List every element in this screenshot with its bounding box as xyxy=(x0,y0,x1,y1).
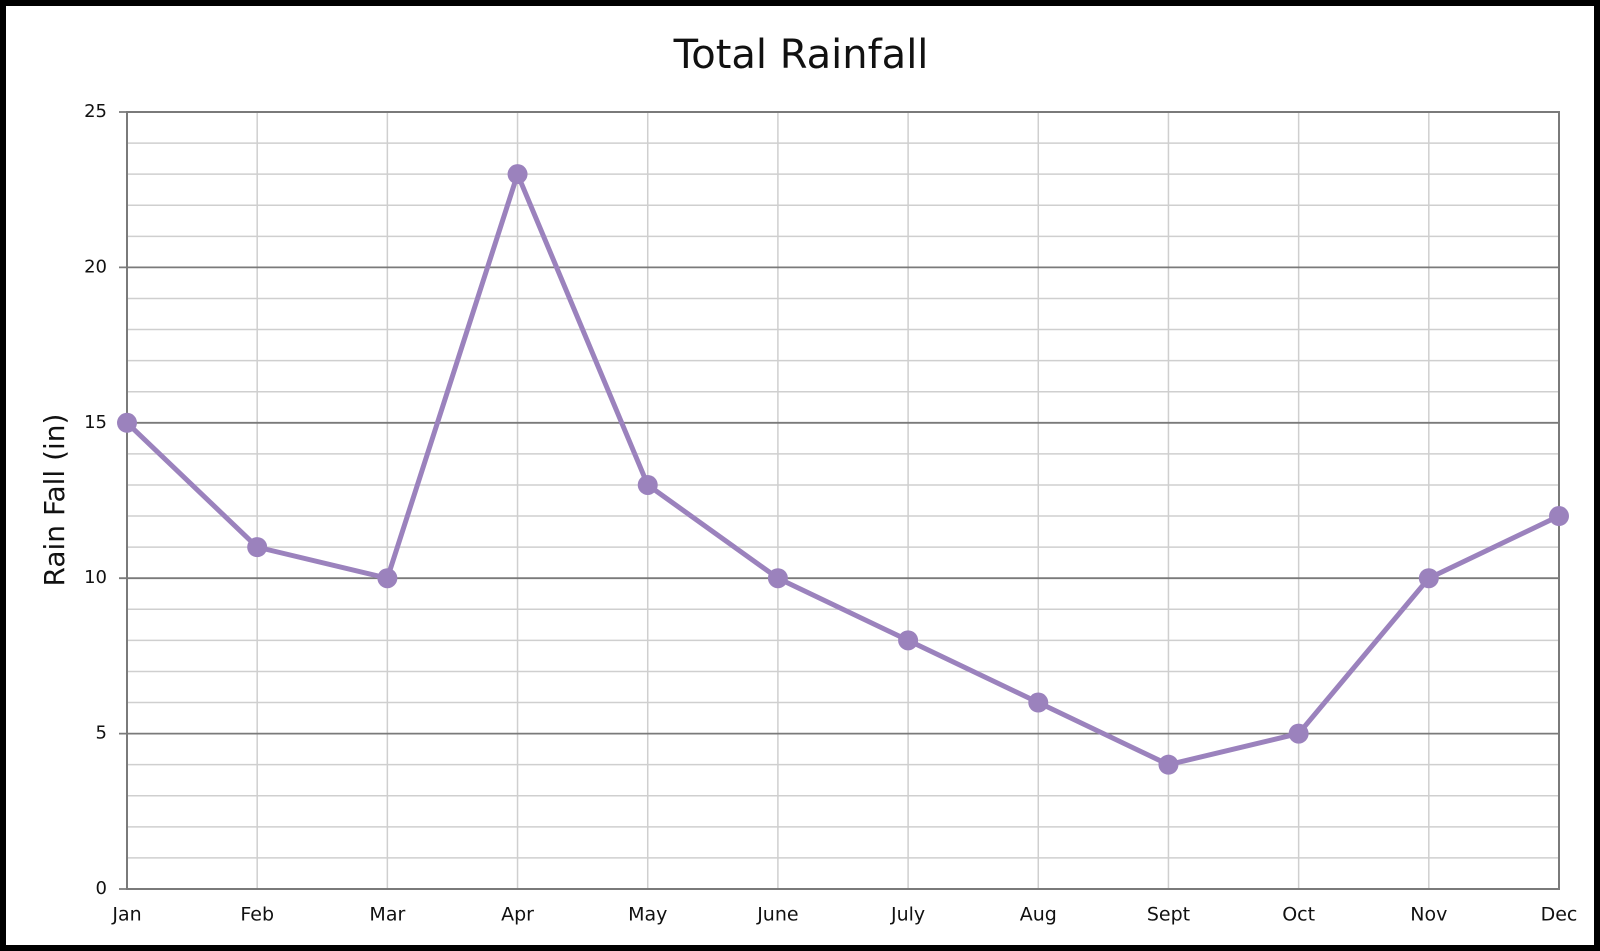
data-point xyxy=(898,630,919,651)
data-point xyxy=(377,568,398,589)
data-point xyxy=(1158,754,1179,775)
x-tick-label: July xyxy=(890,904,925,926)
x-tick-label: Feb xyxy=(240,904,274,926)
data-point xyxy=(507,164,528,185)
x-tick-label: Mar xyxy=(369,904,405,926)
plot-border xyxy=(126,111,1560,890)
data-point xyxy=(1418,568,1439,589)
y-tick-label: 15 xyxy=(84,412,107,433)
y-tick-label: 25 xyxy=(84,101,107,122)
x-tick-label: Apr xyxy=(501,904,534,926)
data-point xyxy=(1549,506,1569,527)
y-tick-label: 5 xyxy=(96,723,107,744)
data-point xyxy=(1288,723,1309,744)
x-tick-label: Jan xyxy=(111,904,141,926)
y-tick-label: 20 xyxy=(84,256,107,277)
y-tick-label: 0 xyxy=(96,878,107,899)
y-axis-label: Rain Fall (in) xyxy=(38,414,71,587)
y-tick-label: 10 xyxy=(84,567,107,588)
x-tick-label: June xyxy=(756,904,798,926)
data-point xyxy=(767,568,788,589)
data-point xyxy=(1028,692,1049,713)
data-point xyxy=(637,474,658,495)
data-line xyxy=(125,171,1561,768)
x-tick-label: Oct xyxy=(1282,904,1315,926)
x-tick-label: Aug xyxy=(1020,904,1057,926)
chart-title: Total Rainfall xyxy=(673,32,929,78)
x-tick-label: Sept xyxy=(1147,904,1190,926)
x-tick-label: May xyxy=(628,904,667,926)
x-tick-label: Nov xyxy=(1410,904,1447,926)
data-point xyxy=(117,412,137,433)
x-tick-label: Dec xyxy=(1541,904,1578,926)
data-point xyxy=(247,537,268,558)
